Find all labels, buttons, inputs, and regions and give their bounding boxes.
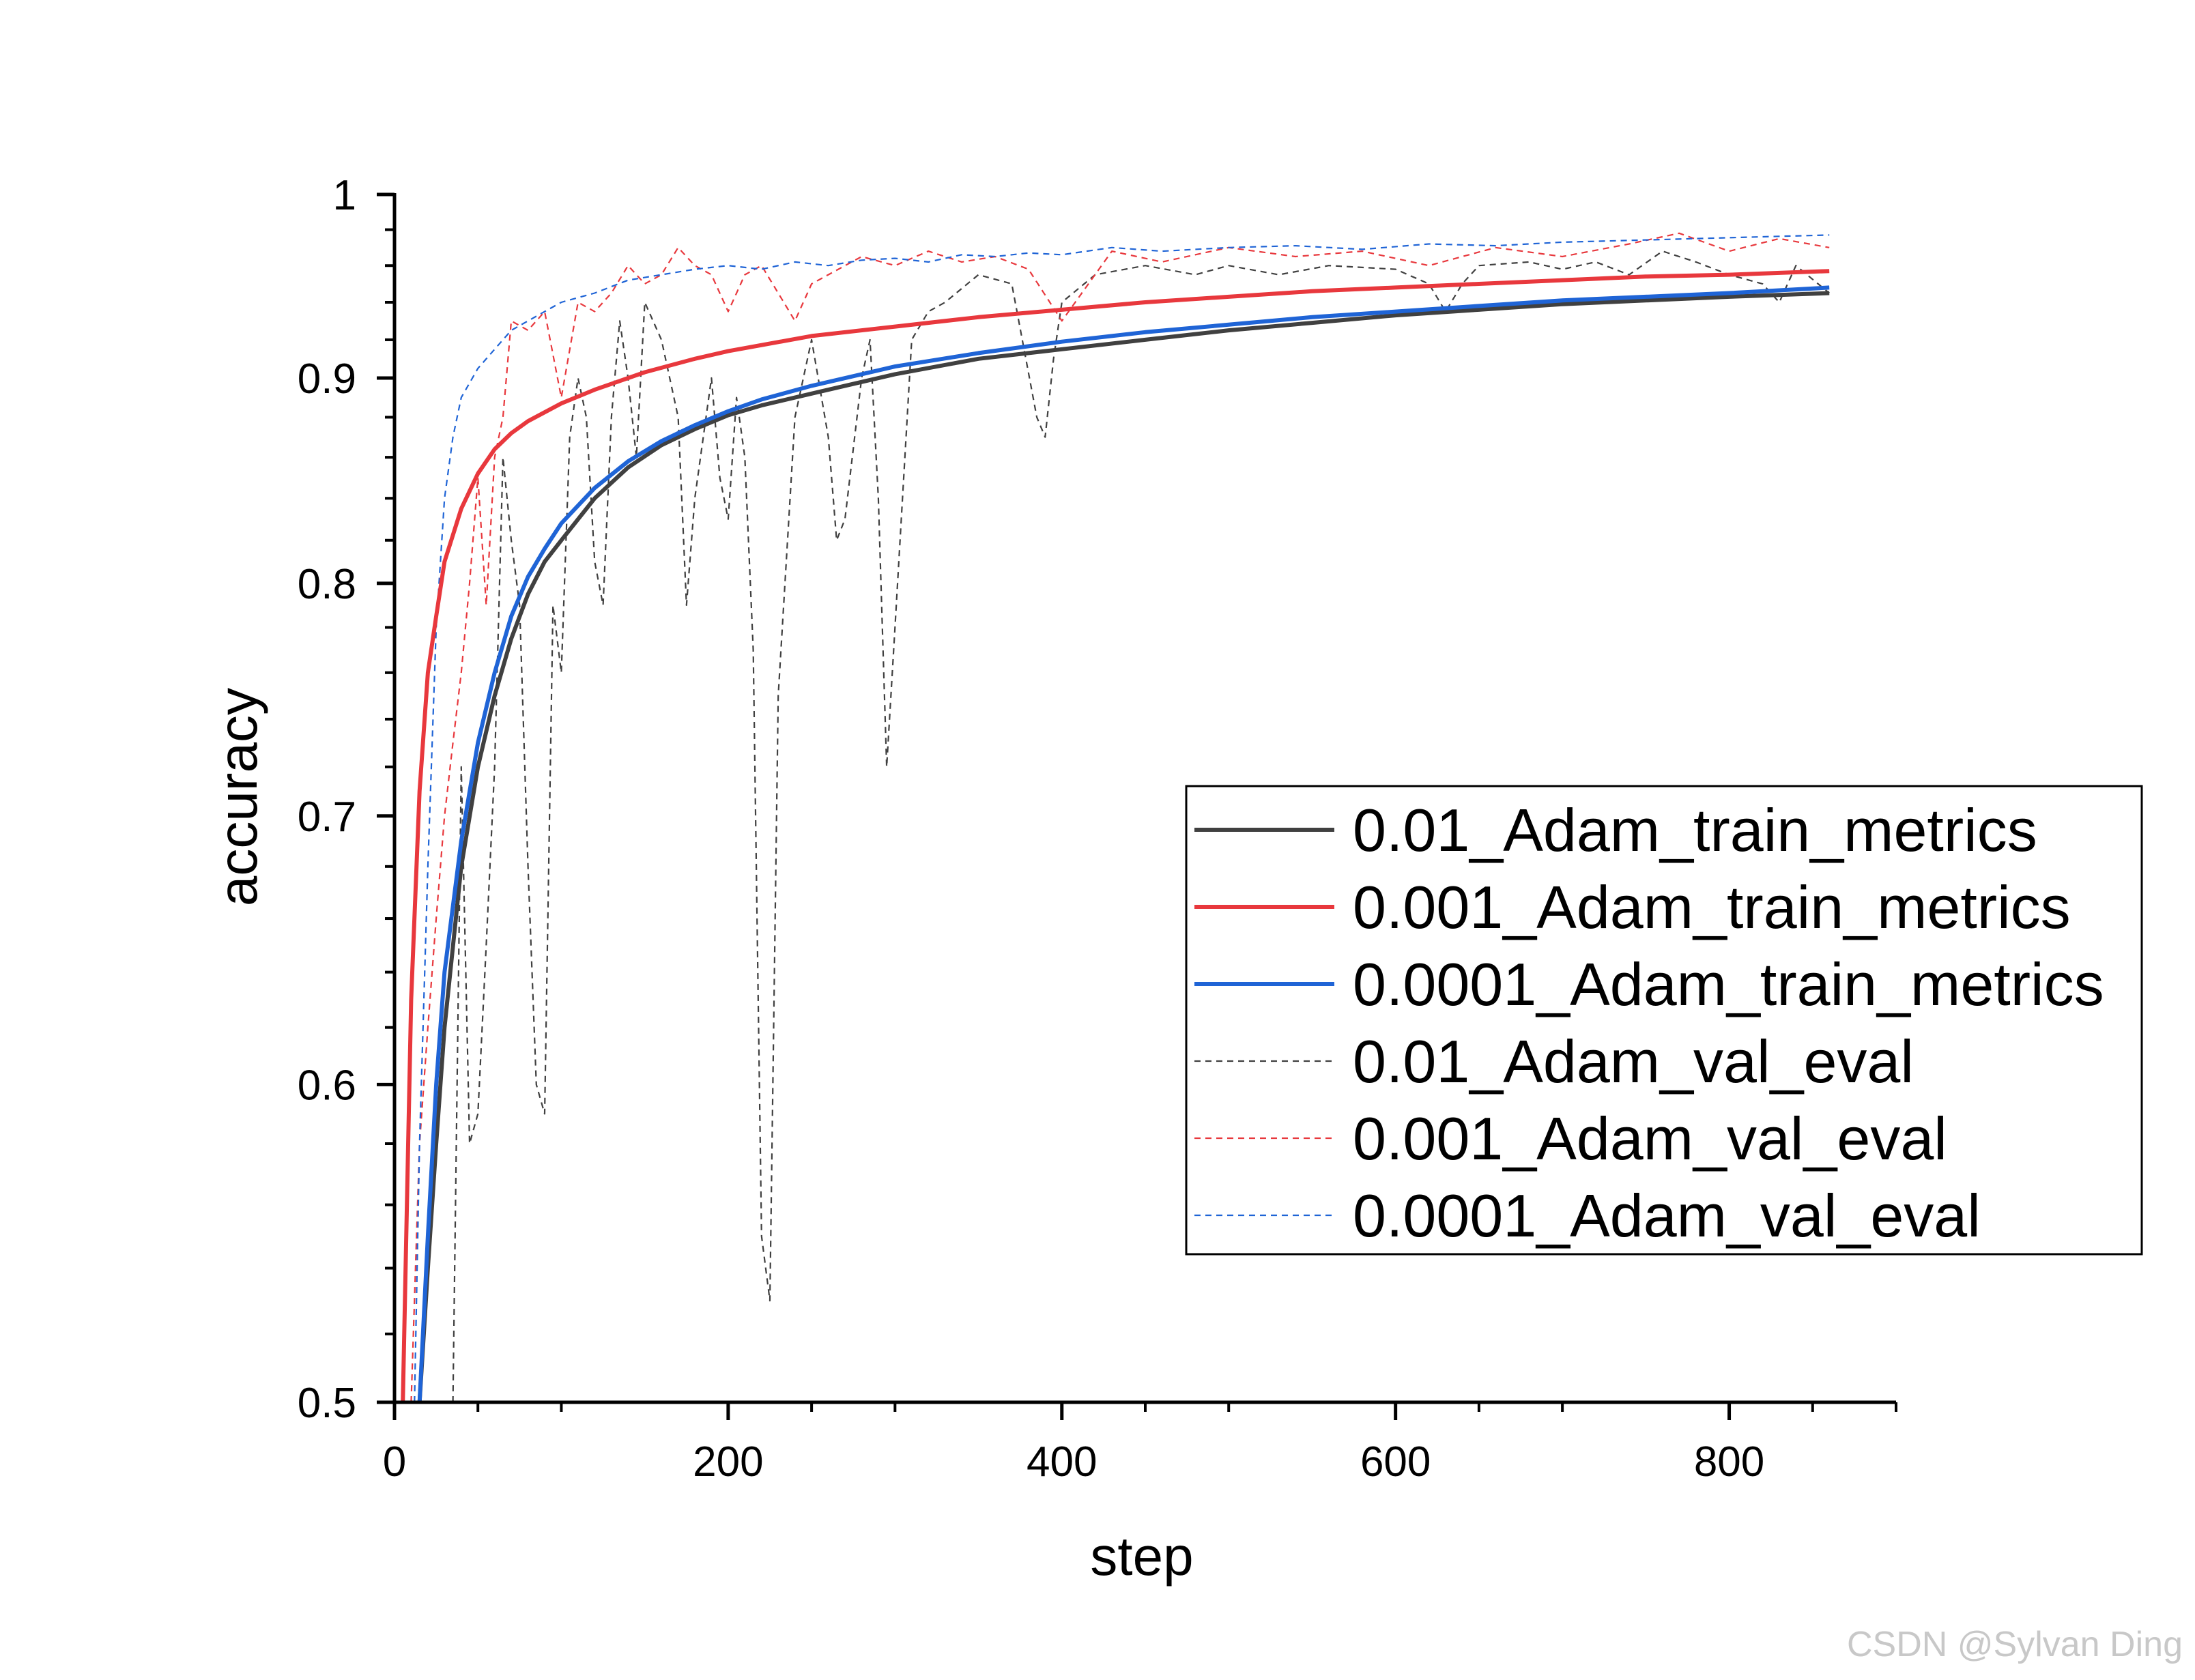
x-tick-label: 400: [1027, 1438, 1097, 1486]
y-tick-label: 1: [333, 172, 356, 219]
series-layer: [401, 232, 1830, 1402]
y-axis-label: accuracy: [207, 688, 268, 906]
x-tick-label: 600: [1360, 1438, 1431, 1486]
series-line-2: [401, 269, 1830, 1402]
legend: 0.01_Adam_train_metrics 0.001_Adam_train_…: [1185, 785, 2143, 1256]
y-tick-label: 0.7: [298, 794, 356, 841]
series-line-6: [414, 234, 1830, 1402]
series-line-5: [410, 232, 1830, 1402]
x-tick-label: 800: [1694, 1438, 1764, 1486]
y-tick-label: 0.6: [298, 1062, 356, 1109]
legend-label: 0.001_Adam_val_eval: [1353, 1105, 1947, 1172]
legend-label: 0.01_Adam_val_eval: [1353, 1028, 1914, 1095]
series-line-1: [417, 291, 1830, 1402]
x-axis-label: step: [1090, 1526, 1193, 1587]
legend-label: 0.001_Adam_train_metrics: [1353, 873, 2071, 941]
y-tick-label: 0.9: [298, 356, 356, 403]
legend-label: 0.01_Adam_train_metrics: [1353, 796, 2037, 864]
x-tick-label: 0: [383, 1438, 406, 1486]
y-tick-label: 0.5: [298, 1380, 356, 1427]
x-tick-label: 200: [693, 1438, 763, 1486]
y-tick-label: 0.8: [298, 561, 356, 608]
legend-label: 0.0001_Adam_val_eval: [1353, 1182, 1981, 1249]
legend-box: [1185, 785, 2143, 1256]
watermark: CSDN @Sylvan Ding: [1846, 1625, 2183, 1664]
legend-label: 0.0001_Adam_train_metrics: [1353, 951, 2104, 1018]
ticks-layer: 0 200 400 600 800 0.5 0.6 0.7 0.8 0.9 1: [298, 172, 1897, 1486]
series-line-3: [417, 285, 1830, 1402]
